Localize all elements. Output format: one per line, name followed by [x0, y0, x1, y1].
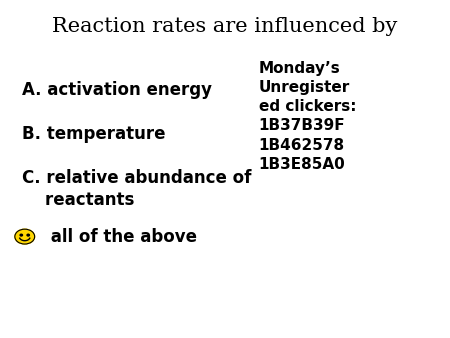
Circle shape	[20, 234, 22, 236]
Text: Reaction rates are influenced by: Reaction rates are influenced by	[52, 17, 398, 36]
Circle shape	[15, 229, 35, 244]
Circle shape	[27, 234, 29, 236]
Text: all of the above: all of the above	[45, 227, 197, 246]
Text: Monday’s
Unregister
ed clickers:
1B37B39F
1B462578
1B3E85A0: Monday’s Unregister ed clickers: 1B37B39…	[259, 61, 356, 172]
Text: B. temperature: B. temperature	[22, 125, 166, 143]
Text: C. relative abundance of
    reactants: C. relative abundance of reactants	[22, 169, 252, 209]
Text: A. activation energy: A. activation energy	[22, 81, 212, 99]
